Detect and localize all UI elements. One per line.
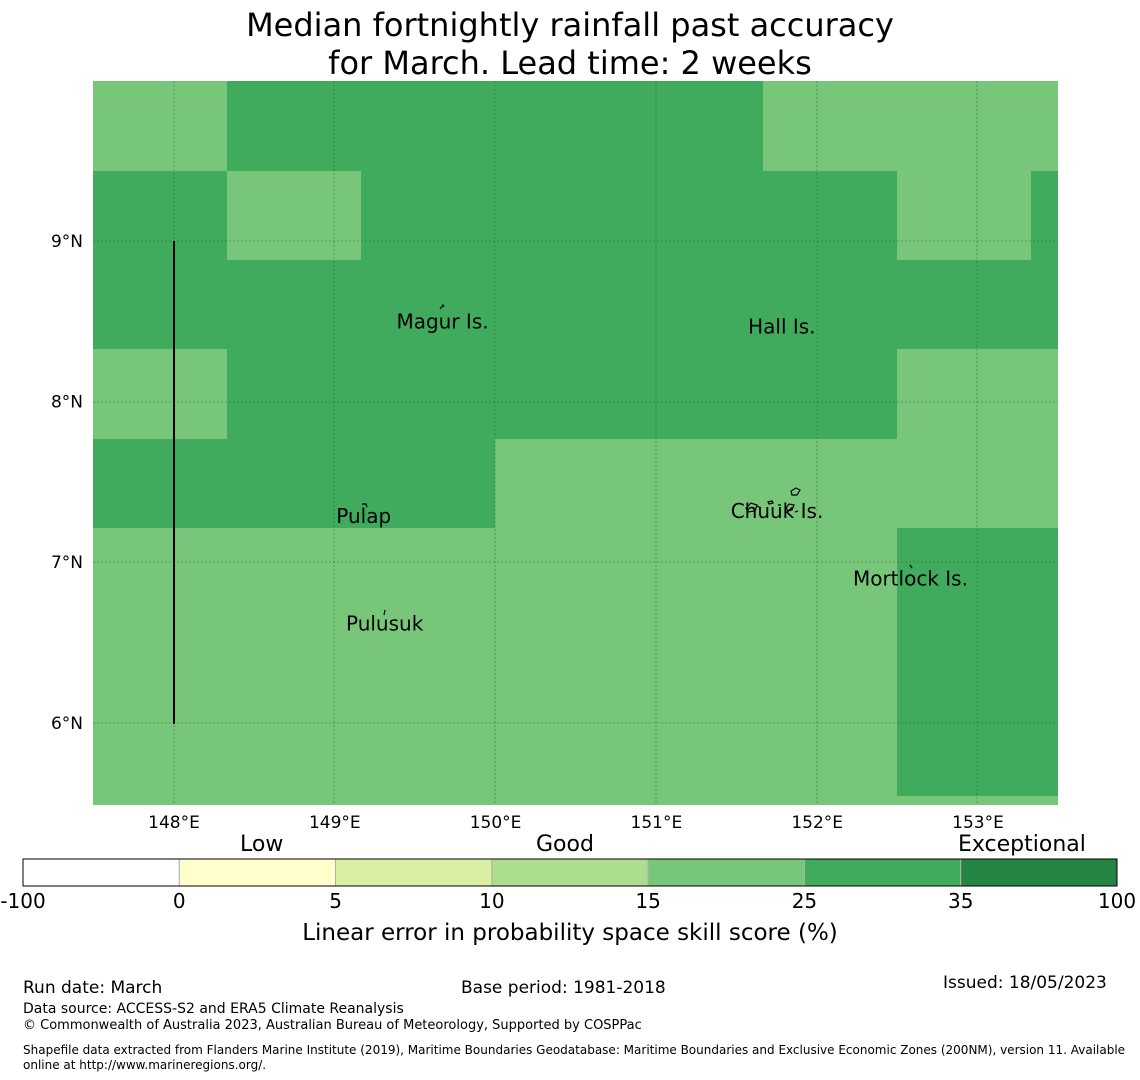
colorbar-segment — [178, 858, 337, 887]
grid-cell — [361, 171, 897, 260]
island-labels: Magur Is. Hall Is. Pulap Chuuk Is. Mortlock … — [336, 309, 968, 635]
map-title-line-1: Median fortnightly rainfall past accurac… — [246, 6, 894, 44]
grid-cell — [93, 349, 227, 439]
data-source: Data source: ACCESS-S2 and ERA5 Climate … — [23, 1001, 404, 1017]
lat-tick-label: 9°N — [51, 232, 83, 252]
colorbar — [22, 858, 1118, 887]
grid-cell — [897, 796, 1058, 805]
island-label: Mortlock Is. — [853, 566, 968, 590]
grid-cell — [227, 171, 361, 260]
colorbar-segment — [22, 858, 180, 887]
colorbar-axis-label: Linear error in probability space skill … — [302, 920, 838, 946]
colorbar-segment — [491, 858, 649, 887]
colorbar-category-low: Low — [240, 832, 284, 857]
base-period: Base period: 1981-2018 — [461, 978, 666, 998]
colorbar-category-good: Good — [536, 832, 594, 857]
colorbar-segment — [647, 858, 805, 887]
issued-date: Issued: 18/05/2023 — [943, 973, 1107, 993]
island-label: Hall Is. — [748, 314, 815, 338]
grid-cell — [495, 439, 1058, 528]
map-title-line-2: for March. Lead time: 2 weeks — [328, 44, 812, 82]
pulap-island-shape — [362, 503, 368, 508]
lon-tick-label: 148°E — [148, 813, 200, 833]
lon-tick-label: 149°E — [309, 813, 361, 833]
lat-tick-label: 7°N — [51, 553, 83, 573]
island-label: Chuuk Is. — [731, 499, 824, 523]
colorbar-tick-label: 10 — [479, 889, 504, 913]
grid-cell — [763, 81, 1058, 171]
grid-cell — [897, 528, 1058, 796]
grid-cell — [897, 349, 1058, 439]
lon-tick-label: 150°E — [470, 813, 522, 833]
mortlock-island-shape — [909, 564, 913, 569]
colorbar-tick-label: 15 — [635, 889, 660, 913]
chuuk-lagoon-shape — [745, 487, 801, 513]
copyright-notice: © Commonwealth of Australia 2023, Austra… — [23, 1018, 642, 1033]
colorbar-tick-label: 35 — [948, 889, 973, 913]
lon-tick-label: 152°E — [791, 813, 843, 833]
run-date: Run date: March — [23, 978, 163, 998]
lat-tick-label: 8°N — [51, 393, 83, 413]
colorbar-tick-label: 25 — [792, 889, 817, 913]
latitude-tick-labels: 9°N 8°N 7°N 6°N — [51, 232, 83, 734]
pulusuk-island-shape — [383, 609, 386, 616]
lon-tick-label: 153°E — [952, 813, 1004, 833]
colorbar-tick-label: 5 — [329, 889, 342, 913]
colorbar-tick-label: -100 — [0, 889, 45, 913]
island-outlines — [362, 303, 913, 616]
colorbar-segment — [335, 858, 493, 887]
colorbar-frame — [22, 858, 1118, 887]
grid-cell — [227, 349, 897, 439]
colorbar-tick-label: 100 — [1098, 889, 1136, 913]
lat-tick-label: 6°N — [51, 714, 83, 734]
island-label: Magur Is. — [396, 309, 488, 333]
grid-cell — [1031, 171, 1058, 260]
colorbar-tick-label: 0 — [173, 889, 186, 913]
island-label: Pulusuk — [346, 611, 424, 635]
lon-tick-label: 151°E — [631, 813, 683, 833]
skill-grid — [93, 81, 1058, 805]
longitude-tick-labels: 148°E 149°E 150°E 151°E 152°E 153°E — [148, 813, 1004, 833]
island-label: Pulap — [336, 504, 391, 528]
grid-cell — [93, 260, 1058, 349]
grid-cell — [93, 439, 495, 528]
colorbar-segment — [803, 858, 962, 887]
grid-cell — [93, 171, 227, 260]
grid-cell — [93, 81, 227, 171]
magur-island-shape — [439, 303, 445, 310]
shapefile-attribution: Shapefile data extracted from Flanders M… — [23, 1043, 1126, 1072]
colorbar-category-exceptional: Exceptional — [958, 832, 1086, 857]
colorbar-segment — [960, 858, 1118, 887]
grid-cell — [897, 171, 1031, 260]
colorbar-tick-labels: -100 0 5 10 15 25 35 100 — [0, 889, 1136, 913]
